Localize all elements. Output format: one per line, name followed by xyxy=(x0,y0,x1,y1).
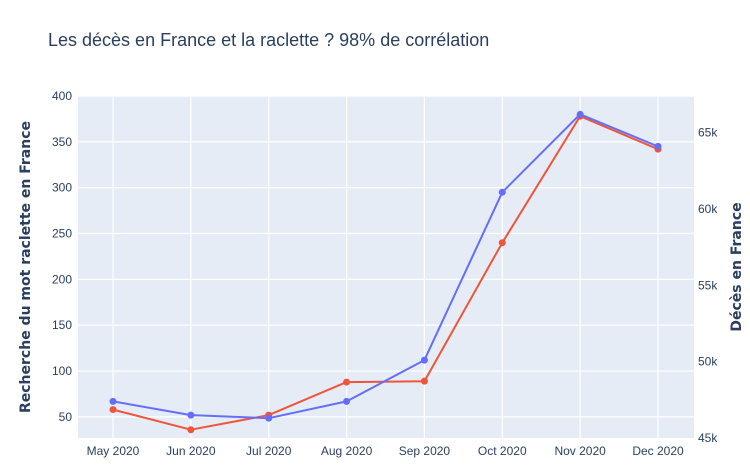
series-2-point xyxy=(420,356,428,364)
left-tick-label: 250 xyxy=(52,227,72,241)
series-2-point xyxy=(654,142,662,150)
x-tick-label: Jun 2020 xyxy=(166,444,216,458)
right-tick-label: 45k xyxy=(698,431,718,445)
right-tick-label: 50k xyxy=(698,355,718,369)
series-1-point xyxy=(109,406,117,414)
x-tick-label: Sep 2020 xyxy=(399,444,451,458)
series-2-point xyxy=(109,397,117,405)
series-2-point xyxy=(343,397,351,405)
series-2-point xyxy=(498,188,506,196)
left-axis-ticks: 50 100 150 200 250 300 350 400 xyxy=(52,89,72,424)
series-1-point xyxy=(498,239,506,247)
right-axis-ticks: 45k 50k 55k 60k 65k xyxy=(698,126,718,445)
x-tick-label: Jul 2020 xyxy=(246,444,292,458)
series-2-point xyxy=(576,110,584,118)
left-tick-label: 200 xyxy=(52,272,72,286)
series-line-2 xyxy=(112,113,659,420)
left-tick-label: 300 xyxy=(52,181,72,195)
right-axis-title: Décès en France xyxy=(729,202,745,331)
right-tick-label: 60k xyxy=(698,202,718,216)
series-2-point xyxy=(265,414,273,422)
left-tick-label: 100 xyxy=(52,364,72,378)
x-tick-label: Oct 2020 xyxy=(478,444,527,458)
left-tick-label: 350 xyxy=(52,135,72,149)
series-1-point xyxy=(420,377,428,385)
x-axis-ticks: May 2020 Jun 2020 Jul 2020 Aug 2020 Sep 2020… xyxy=(87,444,684,458)
left-tick-label: 50 xyxy=(59,410,73,424)
series-layer xyxy=(109,110,662,434)
left-axis-title: Recherche du mot raclette en France xyxy=(18,121,34,413)
x-tick-label: Dec 2020 xyxy=(632,444,684,458)
series-1-point xyxy=(187,426,195,434)
right-tick-label: 65k xyxy=(698,126,718,140)
x-tick-label: Nov 2020 xyxy=(554,444,606,458)
chart-title: Les décès en France et la raclette ? 98%… xyxy=(48,30,489,50)
series-2-point xyxy=(187,411,195,419)
left-tick-label: 150 xyxy=(52,318,72,332)
x-tick-label: Aug 2020 xyxy=(321,444,373,458)
plot-area xyxy=(78,96,694,438)
right-tick-label: 55k xyxy=(698,278,718,292)
x-tick-label: May 2020 xyxy=(87,444,140,458)
series-1-point xyxy=(343,378,351,386)
left-tick-label: 400 xyxy=(52,89,72,103)
